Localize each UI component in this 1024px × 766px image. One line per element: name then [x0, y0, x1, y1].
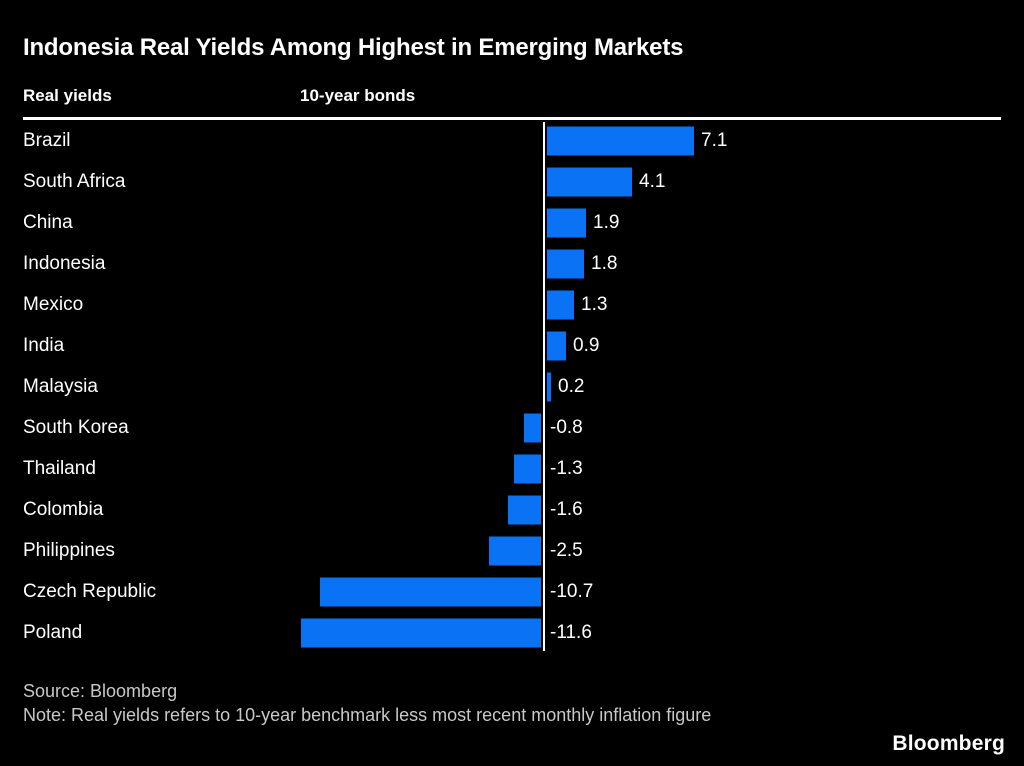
bar: [547, 126, 694, 155]
value-label: -0.8: [550, 416, 583, 438]
category-label: South Africa: [23, 170, 126, 192]
chart-row: South Africa 4.1: [23, 161, 1001, 202]
chart-row: South Korea -0.8: [23, 407, 1001, 448]
chart-row: Indonesia 1.8: [23, 243, 1001, 284]
column-header-real-yields: Real yields: [23, 86, 112, 105]
value-label: 0.2: [558, 375, 585, 397]
category-label: Indonesia: [23, 252, 106, 274]
bar: [547, 372, 551, 401]
chart-row: Czech Republic -10.7: [23, 571, 1001, 612]
category-label: Thailand: [23, 457, 96, 479]
note-text: Note: Real yields refers to 10-year benc…: [23, 705, 712, 725]
bloomberg-logo: Bloomberg: [892, 732, 1005, 755]
bar: [320, 577, 541, 606]
value-label: 0.9: [573, 334, 600, 356]
category-label: India: [23, 334, 65, 356]
bar: [508, 495, 541, 524]
bar: [547, 290, 574, 319]
header-divider-line: [23, 117, 1001, 120]
chart-row: Colombia -1.6: [23, 489, 1001, 530]
category-label: Colombia: [23, 498, 104, 520]
bar: [547, 331, 566, 360]
chart-row: Malaysia 0.2: [23, 366, 1001, 407]
chart-row: Thailand -1.3: [23, 448, 1001, 489]
bar: [547, 208, 586, 237]
chart-row: Brazil 7.1: [23, 120, 1001, 161]
category-label: South Korea: [23, 416, 129, 438]
chart-title: Indonesia Real Yields Among Highest in E…: [23, 34, 684, 61]
category-label: Czech Republic: [23, 580, 157, 602]
value-label: -10.7: [550, 580, 594, 602]
value-label: -2.5: [550, 539, 583, 561]
value-label: -11.6: [550, 621, 592, 643]
chart-row: China 1.9: [23, 202, 1001, 243]
value-label: -1.6: [550, 498, 583, 520]
category-label: Philippines: [23, 539, 115, 561]
footer: Source: Bloomberg Note: Real yields refe…: [23, 679, 1001, 727]
chart-row: Poland -11.6: [23, 612, 1001, 653]
category-label: China: [23, 211, 73, 233]
category-label: Poland: [23, 621, 83, 643]
zero-baseline: [543, 122, 545, 651]
value-label: 1.9: [593, 211, 620, 233]
bar: [301, 618, 541, 647]
value-label: 4.1: [639, 170, 666, 192]
value-label: 1.3: [581, 293, 608, 315]
value-label: 1.8: [591, 252, 618, 274]
bar: [514, 454, 541, 483]
category-label: Brazil: [23, 129, 71, 151]
chart-row: Philippines -2.5: [23, 530, 1001, 571]
category-label: Mexico: [23, 293, 84, 315]
bar: [547, 249, 584, 278]
column-header-10-year-bonds: 10-year bonds: [300, 86, 416, 105]
value-label: -1.3: [550, 457, 583, 479]
column-headers: Real yields 10-year bonds: [23, 87, 1001, 105]
chart-row: India 0.9: [23, 325, 1001, 366]
chart-row: Mexico 1.3: [23, 284, 1001, 325]
value-label: 7.1: [701, 129, 728, 151]
category-label: Malaysia: [23, 375, 98, 397]
bar: [547, 167, 632, 196]
bar: [524, 413, 541, 442]
chart-area: Brazil 7.1 South Africa 4.1 China 1.9 Indonesi…: [23, 120, 1001, 653]
source-text: Source: Bloomberg: [23, 681, 178, 701]
bar: [489, 536, 541, 565]
